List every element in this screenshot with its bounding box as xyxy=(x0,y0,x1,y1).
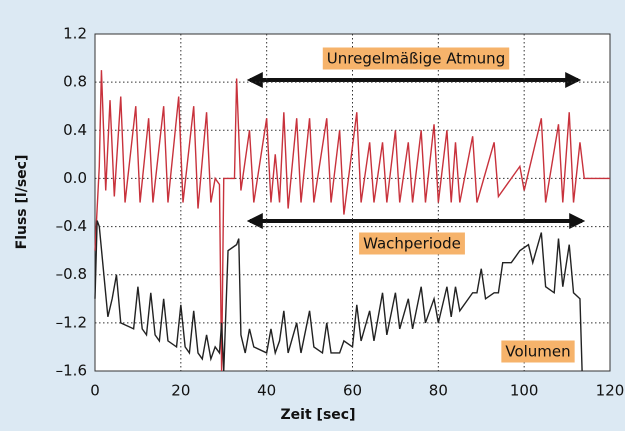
y-tick-label: –1.2 xyxy=(56,313,87,331)
x-tick-label: 40 xyxy=(257,382,276,400)
x-tick-label: 120 xyxy=(596,382,625,400)
data-line xyxy=(94,70,610,372)
y-tick-label: –1.6 xyxy=(56,362,87,380)
x-tick-label: 20 xyxy=(171,382,190,400)
x-tick-label: 60 xyxy=(343,382,362,400)
y-axis-label: Fluss [l/sec] xyxy=(14,155,30,250)
annotation: Volumen xyxy=(505,343,570,361)
x-tick-label: 0 xyxy=(90,382,100,400)
x-tick-label: 80 xyxy=(429,382,448,400)
y-tick-label: 0.8 xyxy=(63,73,87,91)
data-line xyxy=(94,220,583,372)
y-tick-label: –0.4 xyxy=(56,217,87,235)
annotation-box xyxy=(501,340,575,363)
x-axis-label: Zeit [sec] xyxy=(281,407,356,423)
x-tick-label: 100 xyxy=(510,382,539,400)
annotation-box xyxy=(322,47,510,70)
y-tick-label: 0.4 xyxy=(63,121,87,139)
annotation-box xyxy=(359,232,465,255)
annotation: Wachperiode xyxy=(363,235,461,253)
y-tick-label: 1.2 xyxy=(63,25,87,43)
y-tick-label: 0.0 xyxy=(63,169,87,187)
y-tick-label: –0.8 xyxy=(56,265,87,283)
annotation: Unregelmäßige Atmung xyxy=(327,50,505,68)
